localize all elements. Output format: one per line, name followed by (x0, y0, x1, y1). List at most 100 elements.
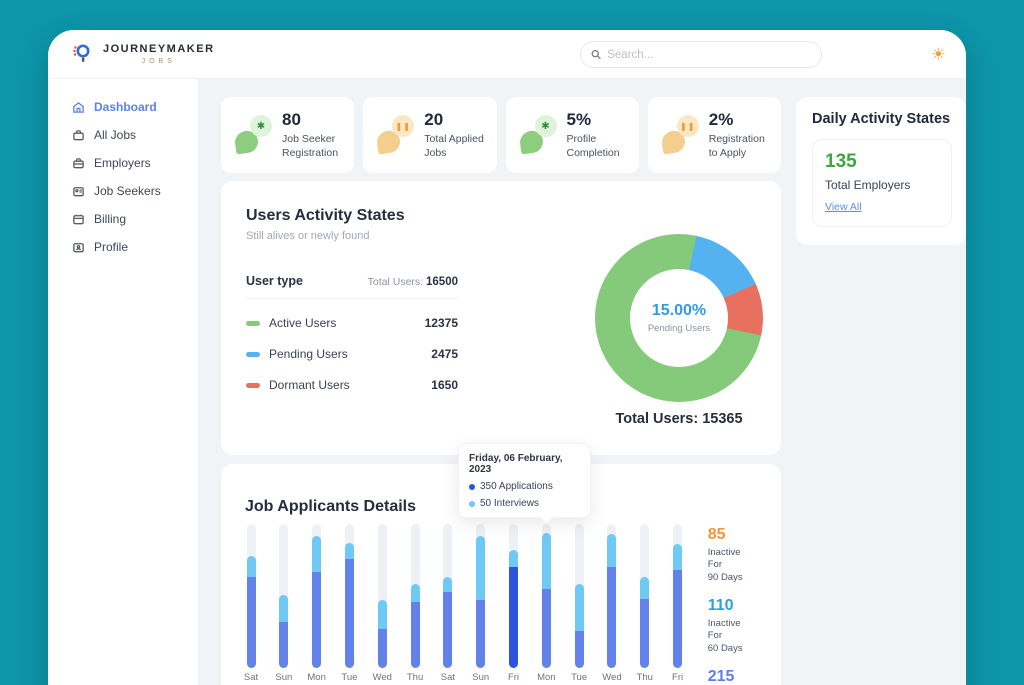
brand-logo[interactable]: JOURNEYMAKER JOBS (70, 41, 215, 67)
sidebar-item-label: Profile (94, 240, 129, 254)
stat-label: Total Applied Jobs (424, 133, 484, 159)
bar-mon-2[interactable]: Mon (307, 524, 326, 685)
stat-value: 2% (708, 110, 734, 130)
bar-day-label: Tue (341, 672, 358, 683)
stat-card-row: ✱ 80 Job Seeker Registration ❚❚ 20 Total… (221, 97, 781, 173)
total-employers-tile: 135 Total Employers View All (812, 139, 952, 227)
content-area: ✱ 80 Job Seeker Registration ❚❚ 20 Total… (199, 79, 966, 685)
bar-day-label: Fri (672, 672, 684, 683)
bar-wed-4[interactable]: Wed (373, 524, 392, 685)
bar-wed-11[interactable]: Wed (602, 524, 622, 685)
bar-fri-13[interactable]: Fri (672, 524, 684, 685)
stat-value: 20 (424, 110, 444, 130)
inactive-stats-column: 85 Inactive For 90 Days 110 Inactive For 6… (708, 524, 757, 685)
inactive-value: 215 (707, 668, 735, 685)
sidebar-item-billing[interactable]: Billing (48, 205, 198, 233)
total-employers-value: 135 (825, 151, 857, 172)
stat-card-total-applied-jobs[interactable]: ❚❚ 20 Total Applied Jobs (363, 97, 497, 173)
id-card-icon (72, 185, 85, 198)
job-applicants-title: Job Applicants Details (245, 498, 416, 515)
pending-users-swatch (246, 351, 260, 357)
sidebar-item-job-seekers[interactable]: Job Seekers (48, 177, 198, 205)
bar-sat-6[interactable]: Sat (440, 524, 456, 685)
magnifier-logo-icon (73, 44, 90, 62)
stat-card-registration-to-apply[interactable]: ❚❚ 2% Registration to Apply (647, 97, 781, 173)
search-input[interactable] (607, 48, 811, 61)
user-type-table: User type Total Users: 16500 Active User… (246, 274, 458, 392)
bar-day-label: Mon (307, 672, 326, 683)
view-all-link[interactable]: View All (825, 201, 862, 213)
bar-day-label: Mon (537, 672, 556, 683)
users-donut-chart[interactable]: 15.00% Pending Users (595, 234, 763, 402)
bar-day-label: Sun (472, 672, 490, 683)
bar-day-label: Sat (243, 672, 259, 683)
bar-day-label: Wed (602, 672, 622, 683)
bar-tue-3[interactable]: Tue (341, 524, 358, 685)
bar-day-label: Fri (507, 672, 520, 683)
legend-value: 1650 (431, 378, 458, 392)
sidebar: Dashboard All Jobs Employers Job Seekers (48, 79, 199, 685)
inactive-value: 85 (707, 526, 726, 543)
leaf-star-icon: ✱ (233, 115, 273, 155)
sidebar-item-label: Dashboard (94, 100, 157, 114)
stat-card-profile-completion[interactable]: ✱ 5% Profile Completion (505, 97, 639, 173)
inactive-60-days-stat: 110 Inactive For 60 Days (708, 597, 757, 655)
bar-day-label: Thu (636, 672, 653, 683)
active-users-swatch (246, 320, 260, 326)
leaf-star-icon: ✱ (518, 115, 558, 155)
bar-mon-9[interactable]: Mon (537, 524, 556, 685)
search-bar[interactable] (580, 41, 822, 68)
stat-label: Profile Completion (566, 133, 620, 159)
sidebar-item-profile[interactable]: Profile (48, 233, 198, 261)
sidebar-item-label: Billing (94, 212, 127, 226)
total-employers-label: Total Employers (825, 178, 911, 192)
bar-sun-7[interactable]: Sun (472, 524, 490, 685)
applicants-bar-chart[interactable]: Sat Sun Mon Tue Wed Thu Sat Sun Fri Mon Tue Wed Thu F… (243, 524, 684, 685)
tooltip-applications-row: 350 Applications (469, 481, 580, 492)
sidebar-item-employers[interactable]: Employers (48, 149, 198, 177)
total-users-value: 16500 (426, 276, 458, 288)
bar-thu-5[interactable]: Thu (406, 524, 424, 685)
bar-day-label: Tue (571, 672, 588, 683)
tooltip-interviews-row: 50 Interviews (469, 498, 580, 509)
bar-sat-0[interactable]: Sat (243, 524, 259, 685)
bar-tue-10[interactable]: Tue (571, 524, 588, 685)
dormant-users-swatch (246, 382, 260, 388)
chart-tooltip: Friday, 06 February, 2023 350 Applicatio… (458, 443, 591, 518)
sidebar-item-label: All Jobs (94, 128, 137, 142)
job-applicants-card: Job Applicants Details Sat Sun Mon Tue Wed Th… (221, 464, 781, 685)
sidebar-item-label: Job Seekers (94, 184, 161, 198)
bar-day-label: Thu (406, 672, 424, 683)
bar-day-label: Sat (440, 672, 456, 683)
stat-value: 80 (282, 110, 301, 130)
daily-activity-card: Daily Activity States 135 Total Employer… (796, 97, 966, 245)
legend-row-pending-users: Pending Users 2475 (246, 347, 458, 361)
tooltip-date: Friday, 06 February, 2023 (469, 453, 563, 475)
users-activity-title: Users Activity States (246, 207, 405, 224)
topbar: JOURNEYMAKER JOBS ☀ (48, 30, 966, 78)
donut-center-label: Pending Users (647, 323, 711, 334)
stat-value: 5% (566, 110, 592, 130)
bar-sun-1[interactable]: Sun (275, 524, 293, 685)
users-activity-card: Users Activity States Still alives or ne… (221, 181, 781, 455)
brand-name: JOURNEYMAKER (103, 42, 215, 55)
sidebar-item-all-jobs[interactable]: All Jobs (48, 121, 198, 149)
stat-label: Registration to Apply (708, 133, 765, 159)
legend-row-dormant-users: Dormant Users 1650 (246, 378, 458, 392)
daily-activity-title: Daily Activity States (812, 111, 951, 127)
profile-card-icon (72, 241, 85, 254)
bar-day-label: Sun (275, 672, 293, 683)
applications-dot-icon (469, 483, 475, 490)
sidebar-item-label: Employers (94, 156, 151, 170)
calendar-icon (72, 213, 85, 226)
briefcase-icon (72, 129, 85, 142)
app-window: JOURNEYMAKER JOBS ☀ Dashboard (48, 30, 966, 685)
inactive-90-days-stat: 85 Inactive For 90 Days (708, 526, 757, 584)
sidebar-item-dashboard[interactable]: Dashboard (48, 93, 198, 121)
sun-icon[interactable]: ☀ (930, 44, 946, 64)
stat-card-job-seeker-registration[interactable]: ✱ 80 Job Seeker Registration (221, 97, 355, 173)
users-activity-subtitle: Still alives or newly found (246, 230, 370, 242)
bar-fri-8[interactable]: Fri (508, 524, 520, 685)
donut-center-value: 15.00% (651, 302, 707, 319)
bar-thu-12[interactable]: Thu (636, 524, 653, 685)
